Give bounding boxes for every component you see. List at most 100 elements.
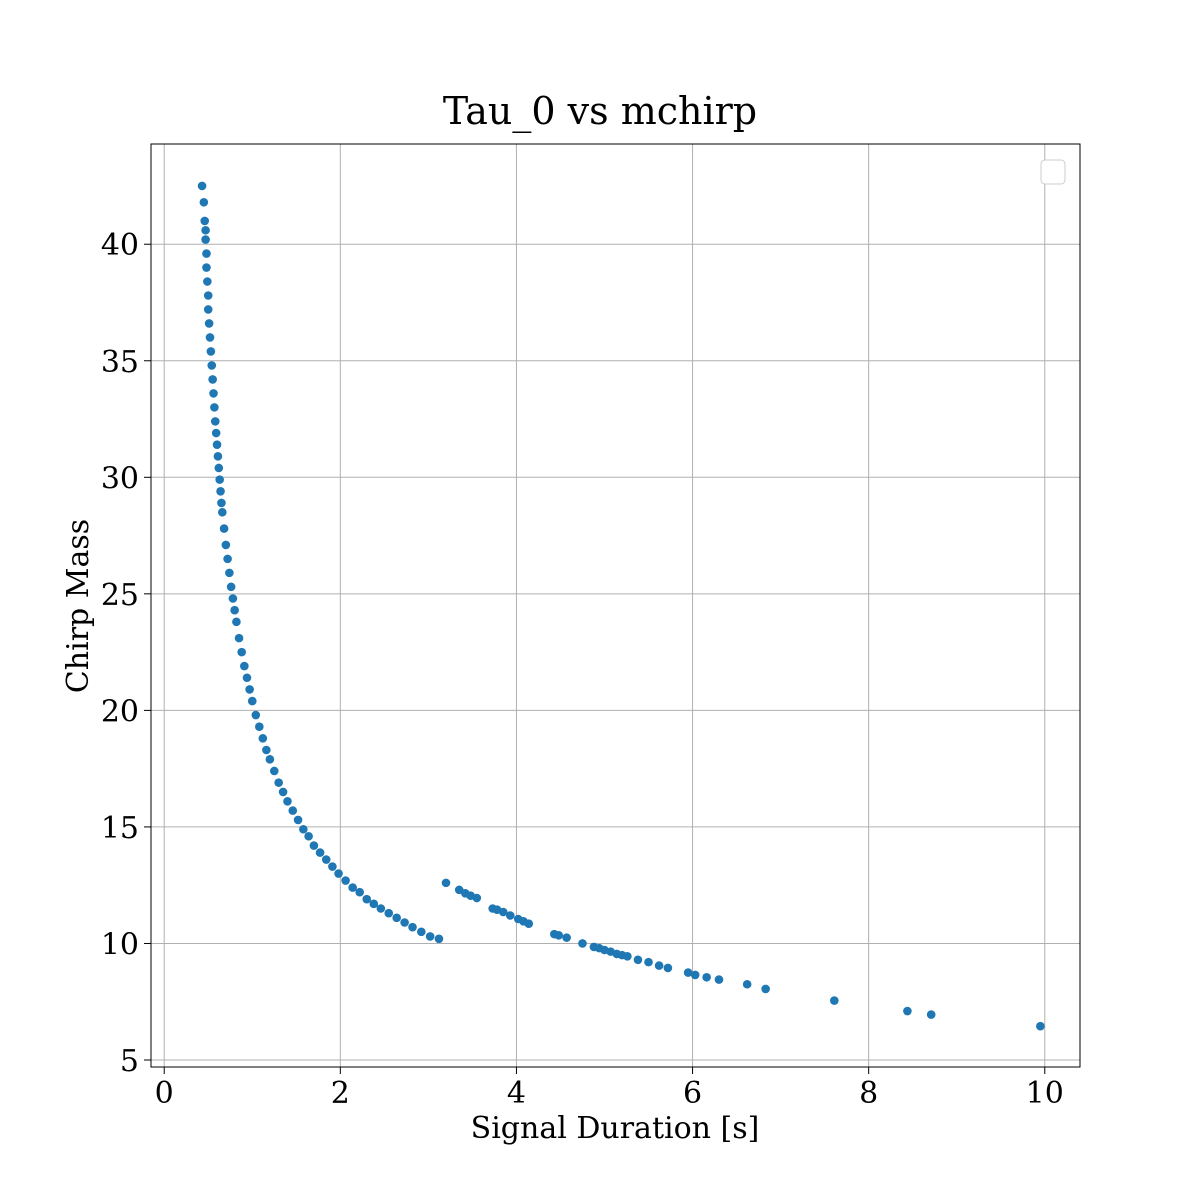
- x-tick-label: 10: [1026, 1076, 1064, 1111]
- data-point: [425, 932, 435, 941]
- data-point: [247, 696, 257, 706]
- data-point: [206, 347, 216, 356]
- data-point: [199, 197, 209, 207]
- x-tick-label: 4: [507, 1076, 526, 1111]
- data-point: [212, 440, 222, 449]
- data-point: [232, 617, 241, 627]
- data-point: [251, 710, 261, 720]
- data-point: [214, 463, 224, 473]
- chart-title: Tau_0 vs mchirp: [443, 89, 757, 134]
- data-point: [341, 876, 350, 885]
- data-point: [376, 904, 386, 913]
- data-point: [213, 452, 223, 461]
- data-point: [926, 1010, 936, 1019]
- data-point: [202, 263, 211, 272]
- data-point: [237, 647, 246, 657]
- data-point: [441, 878, 451, 888]
- data-point: [334, 869, 343, 878]
- data-point: [578, 939, 587, 948]
- data-point: [283, 796, 292, 806]
- data-point: [216, 486, 225, 496]
- data-point: [355, 887, 364, 897]
- data-point: [830, 996, 839, 1005]
- data-point: [278, 787, 288, 797]
- data-point: [217, 498, 226, 508]
- data-point: [210, 403, 219, 412]
- data-point: [623, 951, 632, 961]
- data-point: [262, 745, 271, 755]
- data-point: [208, 375, 217, 384]
- data-point: [321, 855, 331, 864]
- data-point: [498, 907, 508, 917]
- data-point: [203, 305, 213, 314]
- data-point: [309, 841, 319, 850]
- data-point: [234, 633, 244, 643]
- data-point: [230, 605, 239, 615]
- y-tick-label: 5: [120, 1044, 139, 1079]
- data-point: [207, 361, 217, 370]
- data-point: [328, 862, 337, 871]
- data-point: [203, 277, 212, 286]
- data-point: [204, 319, 214, 328]
- data-point: [408, 922, 417, 932]
- data-point: [505, 911, 515, 920]
- data-point: [265, 755, 275, 764]
- data-point: [644, 957, 653, 967]
- legend-box: [1040, 159, 1066, 185]
- x-tick-label: 2: [331, 1076, 350, 1111]
- data-point: [219, 524, 229, 533]
- data-point: [554, 931, 564, 940]
- data-point: [218, 507, 227, 517]
- y-tick-label: 40: [101, 228, 139, 263]
- data-point: [683, 968, 693, 977]
- data-point: [742, 979, 752, 989]
- data-point: [633, 955, 643, 965]
- data-point: [714, 975, 724, 984]
- grid: [151, 144, 1080, 1067]
- data-point: [348, 883, 357, 892]
- data-point: [562, 933, 571, 942]
- data-point: [197, 181, 207, 191]
- data-point: [215, 475, 224, 484]
- y-tick-label: 35: [101, 345, 139, 380]
- data-point: [362, 894, 372, 904]
- data-point: [400, 918, 409, 927]
- x-axis-label: Signal Duration [s]: [471, 1111, 760, 1146]
- data-point: [274, 778, 283, 787]
- x-tick-label: 6: [683, 1076, 702, 1111]
- data-point: [293, 815, 303, 825]
- data-point: [524, 919, 534, 928]
- data-point: [225, 568, 234, 578]
- data-point: [472, 893, 482, 903]
- data-point: [417, 927, 426, 937]
- data-point: [203, 291, 213, 300]
- data-point: [245, 685, 254, 694]
- data-point: [1036, 1021, 1045, 1031]
- y-tick-label: 15: [101, 811, 139, 846]
- data-point: [226, 582, 236, 592]
- data-point: [304, 831, 313, 841]
- data-point: [384, 908, 394, 918]
- data-point: [392, 913, 401, 923]
- y-axis-label: Chirp Mass: [61, 519, 96, 693]
- axis-ticks: 0 2 4 6 8 10 5 10 15 20 25 30 35 40: [101, 228, 1064, 1111]
- data-point: [255, 722, 264, 732]
- y-tick-label: 25: [101, 578, 139, 613]
- data-point: [210, 417, 220, 426]
- data-point: [242, 673, 252, 683]
- data-point: [209, 389, 218, 398]
- data-point: [201, 225, 210, 235]
- y-tick-label: 10: [101, 927, 139, 962]
- plot-frame: [150, 143, 1081, 1068]
- data-point: [434, 934, 444, 944]
- data-point: [315, 848, 325, 857]
- data-point: [201, 235, 210, 244]
- x-tick-label: 8: [859, 1076, 878, 1111]
- data-point: [654, 961, 664, 970]
- data-point: [299, 824, 308, 834]
- data-point: [258, 734, 268, 743]
- data-point: [205, 333, 215, 342]
- data-point: [761, 984, 770, 994]
